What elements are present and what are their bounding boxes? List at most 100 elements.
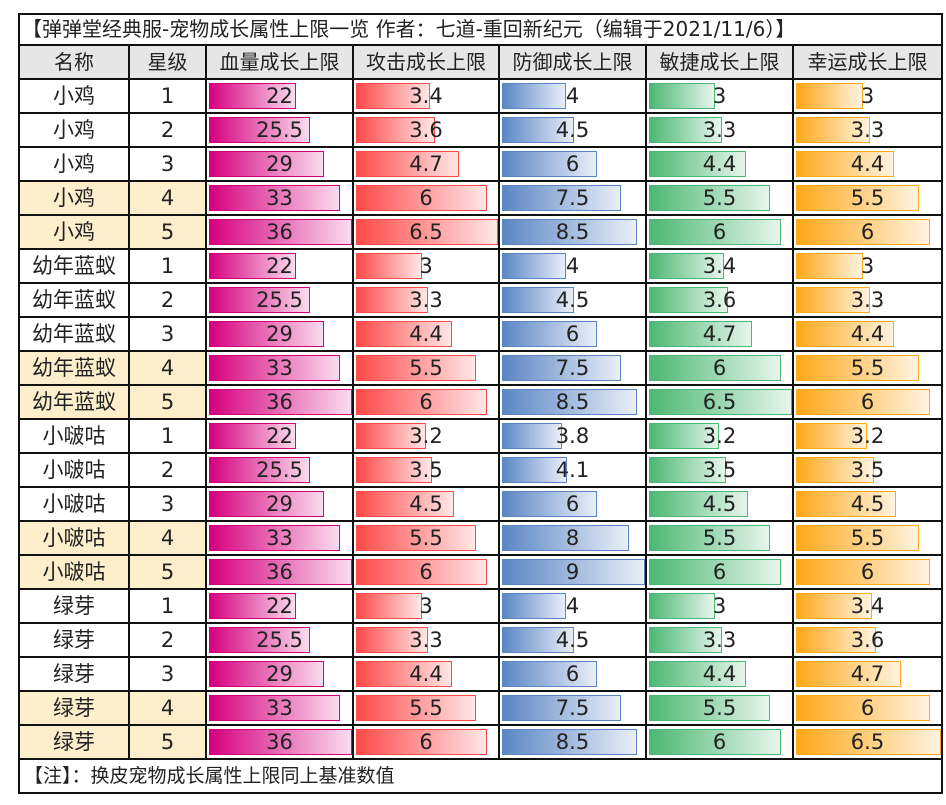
data-bar-cell[interactable]: 6 [498, 316, 647, 352]
data-bar-cell[interactable]: 3.3 [352, 282, 500, 318]
star-level-cell[interactable]: 1 [128, 588, 207, 624]
data-bar-cell[interactable]: 3.3 [791, 282, 944, 318]
data-bar-cell[interactable]: 33 [205, 350, 354, 386]
pet-name-cell[interactable]: 幼年蓝蚁 [18, 350, 130, 386]
data-bar-cell[interactable]: 5.5 [791, 520, 944, 556]
star-level-cell[interactable]: 3 [128, 146, 207, 182]
data-bar-cell[interactable]: 4 [498, 588, 647, 624]
data-bar-cell[interactable]: 22 [205, 78, 354, 114]
column-header[interactable]: 幸运成长上限 [791, 44, 944, 80]
data-bar-cell[interactable]: 5.5 [645, 180, 794, 216]
data-bar-cell[interactable]: 3.3 [645, 112, 794, 148]
data-bar-cell[interactable]: 6 [645, 350, 794, 386]
data-bar-cell[interactable]: 3.2 [352, 418, 500, 454]
data-bar-cell[interactable]: 33 [205, 690, 354, 726]
column-header[interactable]: 攻击成长上限 [352, 44, 500, 80]
data-bar-cell[interactable]: 36 [205, 724, 354, 760]
data-bar-cell[interactable]: 5.5 [352, 350, 500, 386]
column-header[interactable]: 血量成长上限 [205, 44, 354, 80]
data-bar-cell[interactable]: 3 [645, 78, 794, 114]
pet-name-cell[interactable]: 小鸡 [18, 112, 130, 148]
data-bar-cell[interactable]: 4.7 [352, 146, 500, 182]
data-bar-cell[interactable]: 6 [791, 554, 944, 590]
data-bar-cell[interactable]: 5.5 [645, 520, 794, 556]
pet-name-cell[interactable]: 小鸡 [18, 78, 130, 114]
star-level-cell[interactable]: 2 [128, 622, 207, 658]
star-level-cell[interactable]: 3 [128, 656, 207, 692]
star-level-cell[interactable]: 5 [128, 214, 207, 250]
star-level-cell[interactable]: 5 [128, 384, 207, 420]
column-header[interactable]: 防御成长上限 [498, 44, 647, 80]
data-bar-cell[interactable]: 8.5 [498, 214, 647, 250]
data-bar-cell[interactable]: 3.3 [791, 112, 944, 148]
data-bar-cell[interactable]: 4.4 [791, 146, 944, 182]
data-bar-cell[interactable]: 4.5 [498, 622, 647, 658]
data-bar-cell[interactable]: 3.3 [352, 622, 500, 658]
star-level-cell[interactable]: 4 [128, 180, 207, 216]
pet-name-cell[interactable]: 绿芽 [18, 690, 130, 726]
data-bar-cell[interactable]: 4.4 [352, 316, 500, 352]
data-bar-cell[interactable]: 4 [498, 248, 647, 284]
data-bar-cell[interactable]: 6 [645, 724, 794, 760]
data-bar-cell[interactable]: 4.5 [791, 486, 944, 522]
data-bar-cell[interactable]: 4.4 [645, 656, 794, 692]
data-bar-cell[interactable]: 6 [352, 724, 500, 760]
data-bar-cell[interactable]: 4.1 [498, 452, 647, 488]
data-bar-cell[interactable]: 3.6 [645, 282, 794, 318]
data-bar-cell[interactable]: 6 [352, 384, 500, 420]
star-level-cell[interactable]: 4 [128, 690, 207, 726]
column-header[interactable]: 敏捷成长上限 [645, 44, 794, 80]
data-bar-cell[interactable]: 4 [498, 78, 647, 114]
data-bar-cell[interactable]: 36 [205, 384, 354, 420]
data-bar-cell[interactable]: 7.5 [498, 350, 647, 386]
data-bar-cell[interactable]: 5.5 [352, 690, 500, 726]
data-bar-cell[interactable]: 22 [205, 588, 354, 624]
pet-name-cell[interactable]: 小啵咕 [18, 452, 130, 488]
star-level-cell[interactable]: 4 [128, 520, 207, 556]
data-bar-cell[interactable]: 4.5 [645, 486, 794, 522]
data-bar-cell[interactable]: 8.5 [498, 384, 647, 420]
data-bar-cell[interactable]: 25.5 [205, 112, 354, 148]
data-bar-cell[interactable]: 4.7 [645, 316, 794, 352]
footnote[interactable]: 【注】：换皮宠物成长属性上限同上基准数值 [17, 758, 944, 794]
pet-name-cell[interactable]: 幼年蓝蚁 [18, 282, 130, 318]
data-bar-cell[interactable]: 22 [205, 248, 354, 284]
star-level-cell[interactable]: 3 [128, 316, 207, 352]
data-bar-cell[interactable]: 6 [791, 384, 944, 420]
data-bar-cell[interactable]: 6 [791, 214, 944, 250]
data-bar-cell[interactable]: 6.5 [352, 214, 500, 250]
data-bar-cell[interactable]: 33 [205, 520, 354, 556]
data-bar-cell[interactable]: 36 [205, 214, 354, 250]
pet-name-cell[interactable]: 小啵咕 [18, 554, 130, 590]
data-bar-cell[interactable]: 6 [352, 180, 500, 216]
star-level-cell[interactable]: 3 [128, 486, 207, 522]
data-bar-cell[interactable]: 4.4 [352, 656, 500, 692]
data-bar-cell[interactable]: 22 [205, 418, 354, 454]
pet-name-cell[interactable]: 绿芽 [18, 588, 130, 624]
data-bar-cell[interactable]: 4.5 [352, 486, 500, 522]
data-bar-cell[interactable]: 6 [791, 690, 944, 726]
data-bar-cell[interactable]: 25.5 [205, 622, 354, 658]
data-bar-cell[interactable]: 3.6 [352, 112, 500, 148]
data-bar-cell[interactable]: 3 [791, 78, 944, 114]
star-level-cell[interactable]: 5 [128, 724, 207, 760]
data-bar-cell[interactable]: 3.4 [352, 78, 500, 114]
pet-name-cell[interactable]: 小啵咕 [18, 486, 130, 522]
data-bar-cell[interactable]: 36 [205, 554, 354, 590]
data-bar-cell[interactable]: 3 [352, 248, 500, 284]
sheet-title[interactable]: 【弹弹堂经典服-宠物成长属性上限一览 作者：七道-重回新纪元（编辑于2021/1… [17, 13, 944, 46]
star-level-cell[interactable]: 2 [128, 112, 207, 148]
star-level-cell[interactable]: 5 [128, 554, 207, 590]
data-bar-cell[interactable]: 3.3 [645, 622, 794, 658]
data-bar-cell[interactable]: 5.5 [791, 350, 944, 386]
data-bar-cell[interactable]: 6 [645, 214, 794, 250]
data-bar-cell[interactable]: 7.5 [498, 690, 647, 726]
data-bar-cell[interactable]: 8.5 [498, 724, 647, 760]
data-bar-cell[interactable]: 4.5 [498, 282, 647, 318]
data-bar-cell[interactable]: 3.8 [498, 418, 647, 454]
data-bar-cell[interactable]: 3.5 [352, 452, 500, 488]
data-bar-cell[interactable]: 29 [205, 486, 354, 522]
data-bar-cell[interactable]: 3 [645, 588, 794, 624]
data-bar-cell[interactable]: 3.4 [645, 248, 794, 284]
data-bar-cell[interactable]: 3.5 [645, 452, 794, 488]
